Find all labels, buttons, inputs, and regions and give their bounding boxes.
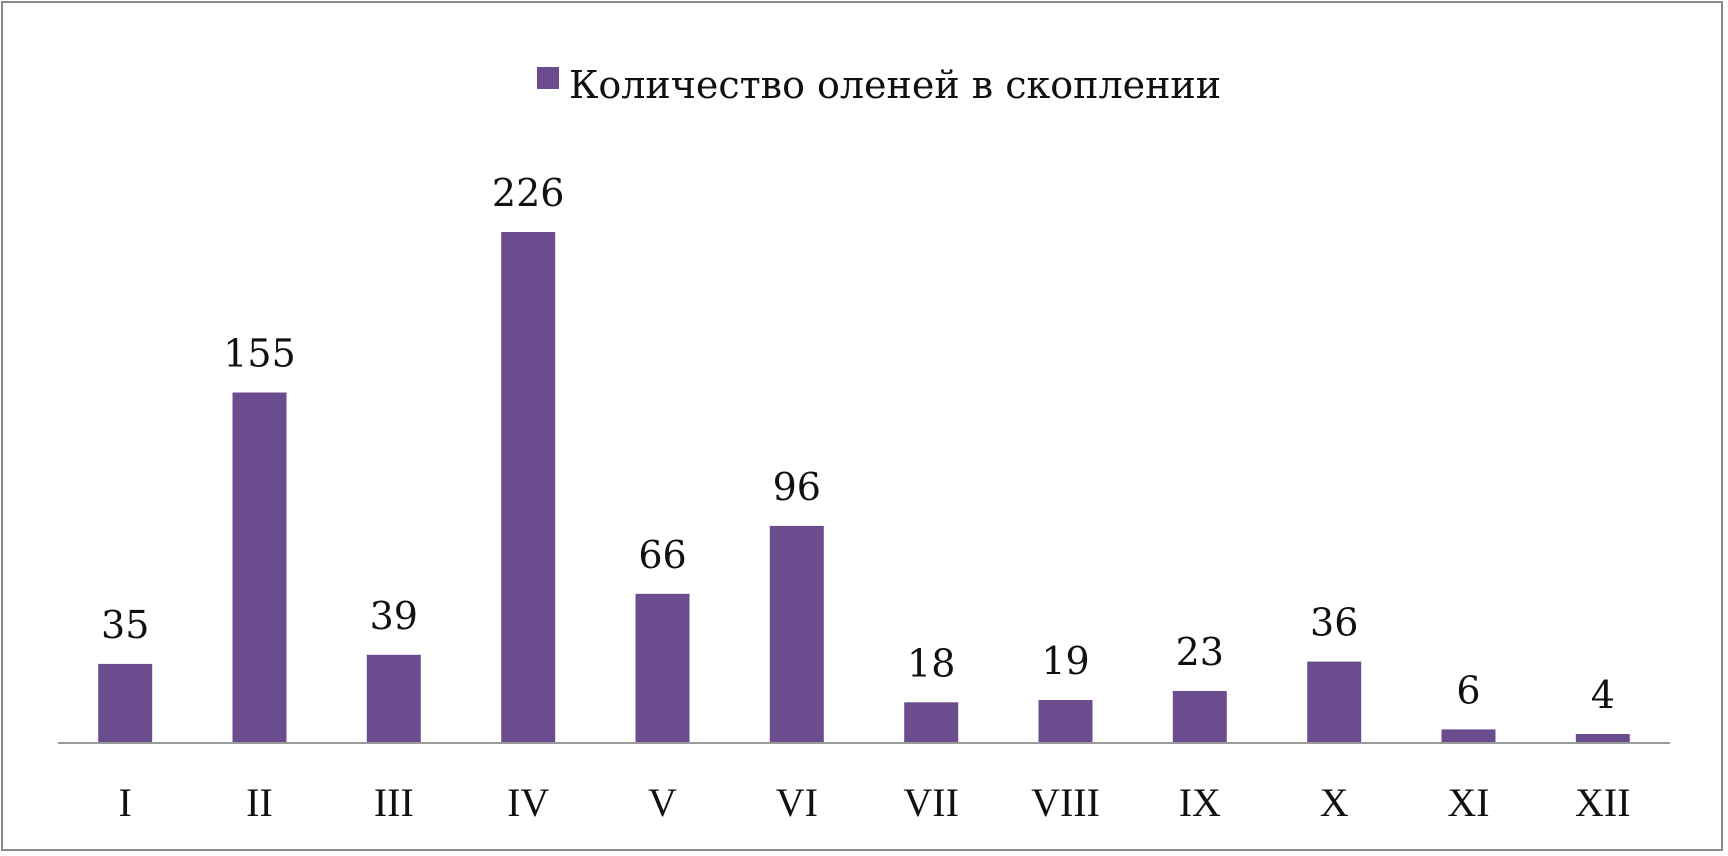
bar-IV: [501, 232, 556, 743]
x-tick-label-VI: VI: [776, 780, 818, 825]
bar-II: [232, 392, 287, 743]
data-labels-group: 35 155 39 226 66 96 18 19 23 36 6 4: [101, 171, 1615, 717]
data-label-XII: 4: [1591, 673, 1615, 717]
data-label-VI: 96: [773, 465, 821, 509]
bar-XI: [1441, 729, 1496, 743]
data-label-III: 39: [370, 594, 418, 638]
bars-group: [98, 232, 1630, 743]
x-tick-label-III: III: [374, 780, 414, 825]
bar-X: [1307, 661, 1362, 743]
bar-XII: [1575, 734, 1630, 743]
data-label-V: 66: [638, 533, 686, 577]
bar-IX: [1172, 691, 1227, 743]
bar-V: [635, 593, 690, 743]
x-tick-label-II: II: [246, 780, 273, 825]
x-tick-label-IV: IV: [507, 780, 549, 825]
data-label-X: 36: [1310, 601, 1358, 645]
data-label-VII: 18: [907, 641, 955, 685]
x-tick-label-XI: XI: [1447, 780, 1489, 825]
x-tick-label-XII: XII: [1575, 780, 1631, 825]
x-tick-label-VIII: VIII: [1031, 780, 1100, 825]
bar-VIII: [1038, 700, 1093, 743]
legend-label: Количество оленей в скоплении: [569, 63, 1221, 107]
bar-VII: [904, 702, 959, 743]
data-label-VIII: 19: [1041, 639, 1089, 683]
x-tick-label-IX: IX: [1179, 780, 1221, 825]
x-tick-labels-group: I II III IV V VI VII VIII IX X XI XII: [119, 780, 1631, 825]
data-label-XI: 6: [1456, 668, 1480, 712]
legend-swatch: [537, 67, 559, 89]
bar-VI: [769, 525, 824, 743]
data-label-IX: 23: [1176, 630, 1224, 674]
legend: Количество оленей в скоплении: [537, 63, 1221, 107]
data-label-IV: 226: [492, 171, 565, 215]
x-tick-label-VII: VII: [903, 780, 959, 825]
bar-III: [366, 654, 421, 743]
x-tick-label-X: X: [1320, 780, 1349, 825]
bar-I: [98, 663, 153, 743]
x-tick-label-I: I: [119, 780, 132, 825]
data-label-I: 35: [101, 603, 149, 647]
data-label-II: 155: [223, 332, 296, 376]
x-tick-label-V: V: [648, 780, 677, 825]
